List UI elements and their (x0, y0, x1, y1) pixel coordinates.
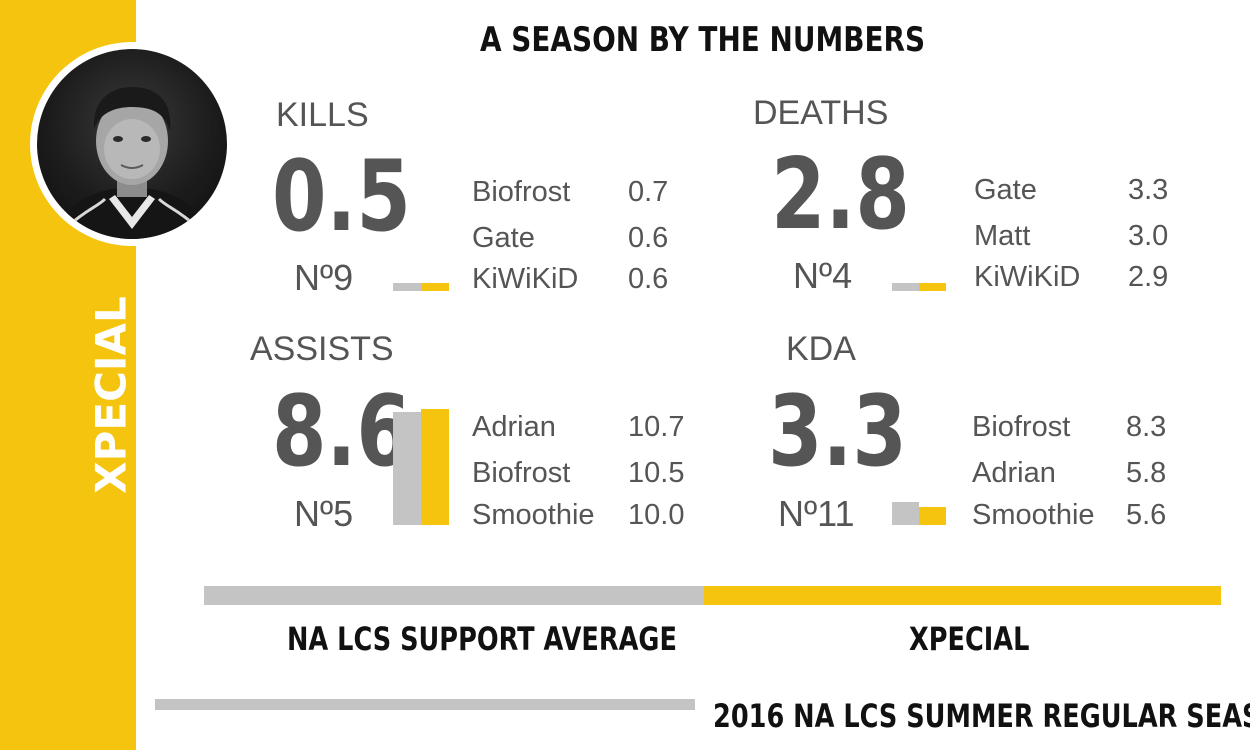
stat-rank: Nº11 (778, 493, 855, 534)
stat-rank: Nº9 (294, 257, 354, 298)
average-bar (393, 412, 421, 525)
stat-value: 0.5 (272, 140, 411, 254)
leader-name: Adrian (472, 411, 556, 443)
legend-player-label: XPECIAL (909, 620, 1030, 658)
leader-name: Smoothie (972, 499, 1095, 531)
footer-divider (155, 699, 695, 710)
player-bar (919, 507, 946, 525)
player-bar (421, 409, 449, 525)
leader-value: 5.8 (1126, 457, 1167, 489)
legend-player-swatch (704, 586, 1221, 605)
average-bar (892, 283, 919, 291)
stat-label: KILLS (276, 96, 369, 134)
leader-value: 8.3 (1126, 411, 1167, 443)
side-player-name: XPECIAL (86, 296, 136, 494)
leader-name: Smoothie (472, 499, 595, 531)
stat-label: ASSISTS (250, 330, 394, 368)
leader-name: Biofrost (472, 457, 571, 489)
leader-value: 5.6 (1126, 499, 1167, 531)
leader-name: Biofrost (972, 411, 1071, 443)
average-bar (393, 283, 421, 291)
leader-value: 0.6 (628, 263, 669, 295)
leader-value: 3.0 (1128, 220, 1169, 252)
leader-name: Matt (974, 220, 1031, 252)
leader-value: 0.6 (628, 222, 669, 254)
stat-label: DEATHS (753, 94, 889, 132)
leader-value: 0.7 (628, 176, 669, 208)
stat-value: 8.6 (272, 375, 411, 489)
player-photo-icon (55, 87, 209, 239)
stat-value: 2.8 (771, 138, 910, 252)
page-title: A SEASON BY THE NUMBERS (480, 20, 926, 60)
leader-value: 10.5 (628, 457, 685, 489)
leader-name: KiWiKiD (472, 263, 579, 295)
leader-value: 10.7 (628, 411, 685, 443)
legend-average-label: NA LCS SUPPORT AVERAGE (287, 620, 677, 658)
stat-rank: Nº5 (294, 493, 354, 534)
leader-value: 2.9 (1128, 261, 1169, 293)
stat-label: KDA (786, 330, 856, 368)
player-bar (919, 283, 946, 291)
leader-name: Adrian (972, 457, 1056, 489)
leader-name: Gate (472, 222, 535, 254)
player-bar (421, 283, 449, 291)
leader-value: 10.0 (628, 499, 685, 531)
leader-value: 3.3 (1128, 174, 1169, 206)
legend-average-swatch (204, 586, 704, 605)
stat-rank: Nº4 (793, 255, 853, 296)
average-bar (892, 502, 919, 525)
player-photo (37, 49, 227, 239)
leader-name: Biofrost (472, 176, 571, 208)
stat-value: 3.3 (768, 375, 907, 489)
player-avatar (30, 42, 234, 246)
leader-name: KiWiKiD (974, 261, 1081, 293)
season-label: 2016 NA LCS SUMMER REGULAR SEASON (713, 697, 1250, 735)
leader-name: Gate (974, 174, 1037, 206)
